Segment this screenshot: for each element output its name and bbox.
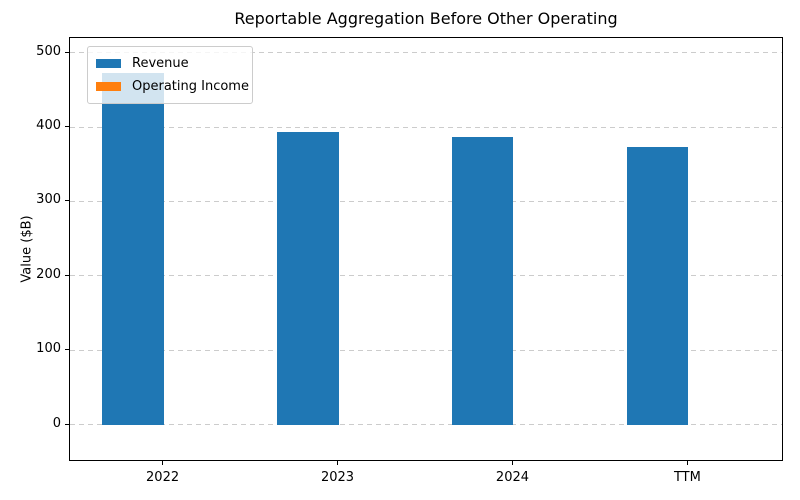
x-tick-2024: [511, 461, 513, 465]
y-tick-label-0: 0: [52, 415, 61, 431]
x-tick-2022: [162, 461, 164, 465]
y-tick-200: [65, 274, 69, 276]
legend-swatch-revenue: [96, 59, 121, 68]
x-tick-label-2023: 2023: [320, 470, 355, 485]
gridline-500: [70, 52, 782, 54]
x-tick-TTM: [686, 461, 688, 465]
chart-title: Reportable Aggregation Before Other Oper…: [234, 9, 618, 28]
bar-revenue-TTM: [627, 147, 689, 425]
y-tick-label-500: 500: [36, 43, 61, 59]
y-tick-500: [65, 51, 69, 53]
y-tick-400: [65, 126, 69, 128]
legend-label-operating-income: Operating Income: [132, 79, 249, 94]
y-tick-300: [65, 200, 69, 202]
gridline-100: [70, 349, 782, 351]
legend-item-revenue: Revenue: [96, 52, 244, 75]
gridline-0: [70, 424, 782, 426]
bar-revenue-2022: [102, 73, 164, 425]
y-tick-label-300: 300: [36, 192, 61, 208]
x-tick-label-2022: 2022: [146, 470, 180, 485]
y-tick-label-100: 100: [36, 341, 61, 357]
x-tick-2023: [337, 461, 339, 465]
bar-revenue-2024: [452, 136, 514, 425]
legend-item-operating-income: Operating Income: [96, 75, 249, 98]
y-tick-label-200: 200: [36, 266, 61, 282]
x-tick-label-TTM: TTM: [673, 470, 701, 485]
legend: Revenue Operating Income: [87, 46, 253, 104]
legend-label-revenue: Revenue: [132, 56, 189, 71]
gridline-300: [70, 200, 782, 202]
y-tick-label-400: 400: [36, 118, 61, 134]
x-tick-label-2024: 2024: [495, 470, 530, 485]
y-tick-100: [65, 349, 69, 351]
gridline-200: [70, 275, 782, 277]
legend-swatch-operating-income: [96, 82, 121, 91]
plot-area: Revenue Operating Income: [69, 37, 783, 461]
gridline-400: [70, 126, 782, 128]
bar-revenue-2023: [277, 131, 339, 425]
y-tick-0: [65, 423, 69, 425]
